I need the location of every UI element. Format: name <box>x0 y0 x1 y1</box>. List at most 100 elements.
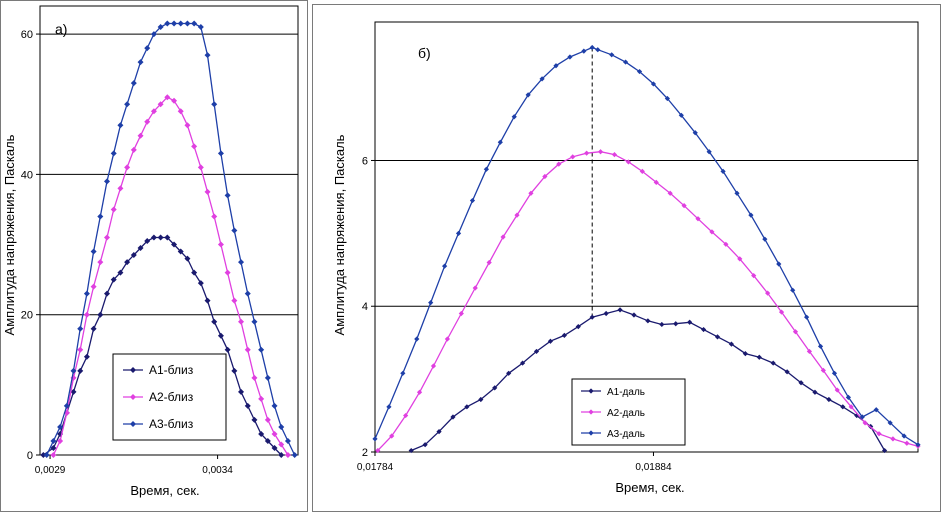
panel-a-data-point <box>137 59 144 66</box>
panel-b-data-point <box>723 241 729 247</box>
panel-b-data-point <box>817 343 824 349</box>
panel-b-data-point <box>695 216 701 222</box>
panel-a-data-point <box>137 132 144 139</box>
panel-b-data-point <box>444 336 450 342</box>
panel-a-data-point <box>291 452 298 458</box>
panel-b-label: б) <box>418 45 431 61</box>
panel-a-data-point <box>264 416 271 423</box>
panel-a-data-point <box>144 238 151 245</box>
panel-b-x-tick-label: 0,01884 <box>635 462 672 473</box>
panel-b-data-point <box>403 412 409 419</box>
panel-a-legend: А1-близ А2-близ А3-близ <box>112 353 227 441</box>
legend-swatch-marker <box>588 388 594 394</box>
panel-a-data-point <box>271 444 278 451</box>
panel-a-data-point <box>97 259 104 266</box>
panel-b-data-point <box>603 310 609 317</box>
panel-a-data-point <box>110 150 117 157</box>
panel-a-data-point <box>177 20 184 27</box>
panel-a-y-tick-label: 20 <box>21 310 33 322</box>
panel-b-data-point <box>706 149 712 155</box>
panel-b-data-point <box>375 447 381 454</box>
panel-b-data-point <box>881 447 888 454</box>
panel-a-data-point <box>211 213 218 220</box>
panel-a-data-point <box>197 280 204 287</box>
panel-b-data-point <box>770 360 776 366</box>
panel-b-data-point <box>514 212 520 218</box>
panel-b-data-point <box>584 150 590 156</box>
panel-b-data-point <box>589 314 595 320</box>
panel-b-data-point <box>737 256 743 262</box>
panel-a-data-point <box>70 388 77 395</box>
panel-a-data-point <box>171 20 178 27</box>
panel-b-data-point <box>887 420 893 426</box>
panel-b-data-point <box>511 114 517 120</box>
panel-a-data-point <box>238 318 245 325</box>
panel-b-data-point <box>617 307 623 313</box>
panel-b-data-point <box>472 285 478 291</box>
panel-a-x-axis-label: Время, сек. <box>130 483 199 498</box>
panel-a-data-point <box>184 20 191 27</box>
panel-b-x-axis-label: Время, сек. <box>615 480 684 495</box>
panel-a-data-point <box>150 108 157 115</box>
panel-a-data-point <box>258 430 265 437</box>
panel-a-data-point <box>231 227 238 234</box>
panel-a-data-point <box>97 311 104 318</box>
panel-a-data-point <box>251 416 258 423</box>
panel-b-data-point <box>756 354 762 360</box>
panel-a-data-point <box>83 290 90 297</box>
panel-b-data-point <box>389 433 395 439</box>
panel-a-data-point <box>251 374 258 381</box>
panel-b-data-point <box>720 168 726 175</box>
panel-b-data-point <box>631 312 637 318</box>
panel-b-data-point <box>862 420 868 426</box>
panel-b-data-point <box>492 385 498 391</box>
panel-b-data-point <box>611 152 618 158</box>
panel-a-data-point <box>217 332 224 339</box>
panel-b-data-point <box>748 212 754 218</box>
panel-b-y-tick-label: 6 <box>362 155 368 167</box>
panel-a-data-point <box>284 452 291 458</box>
legend-entry-label: А2-даль <box>607 408 645 419</box>
panel-a-data-point <box>284 437 291 444</box>
panel-a-data-point <box>150 234 157 241</box>
legend-entry-label: А1-даль <box>607 387 645 398</box>
panel-b-data-point <box>542 173 548 180</box>
panel-a-data-point <box>224 269 231 276</box>
panel-b-data-point <box>700 326 707 333</box>
panel-b-data-point <box>625 159 631 165</box>
legend-swatch-marker <box>588 430 594 436</box>
panel-a-plot-area <box>39 5 299 456</box>
panel-b-data-point <box>609 52 615 58</box>
panel-a-data-point <box>171 241 178 248</box>
panel-b-data-point <box>553 63 559 69</box>
panel-b-y-tick-label: 4 <box>362 301 368 313</box>
panel-b-data-point <box>904 440 910 446</box>
panel-a-data-point <box>83 311 90 318</box>
panel-b-data-point <box>623 59 629 65</box>
panel-b-data-point <box>792 329 799 335</box>
panel-a-data-point <box>278 441 285 448</box>
panel-b-data-point <box>561 332 567 338</box>
panel-b-data-point <box>678 112 684 118</box>
panel-a-data-point <box>90 283 97 290</box>
legend-entry-label: А3-близ <box>149 417 194 431</box>
panel-b-data-point <box>876 431 882 437</box>
panel-a-x-tick-label: 0,0034 <box>202 465 233 476</box>
panel-b-data-point <box>901 433 907 439</box>
panel-a-data-point <box>244 402 251 409</box>
panel-b-data-point <box>834 387 840 393</box>
panel-b-data-point <box>645 318 651 324</box>
panel-a-data-point <box>130 80 137 87</box>
panel-a-label: a) <box>55 21 67 37</box>
panel-b-data-point <box>483 166 489 172</box>
panel-b-data-point <box>528 190 534 196</box>
panel-b-data-point <box>826 396 832 403</box>
panel-a-data-point <box>117 122 124 129</box>
legend-entry-label: А2-близ <box>149 390 194 404</box>
panel-a-data-point <box>124 101 131 108</box>
panel-a-data-point <box>184 122 191 129</box>
panel-a-series-line-1 <box>43 236 282 456</box>
panel-a-data-point <box>204 297 211 304</box>
panel-b-data-point <box>533 348 540 355</box>
panel-b-data-point <box>776 261 782 267</box>
